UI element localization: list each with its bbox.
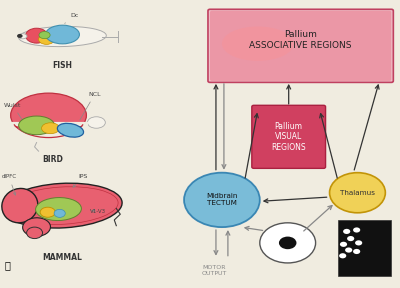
Text: MOTOR
OUTPUT: MOTOR OUTPUT [201, 265, 227, 276]
Ellipse shape [26, 28, 48, 43]
Ellipse shape [11, 93, 86, 138]
Ellipse shape [222, 26, 294, 61]
Ellipse shape [3, 183, 122, 228]
Circle shape [330, 173, 385, 213]
Text: MAMMAL: MAMMAL [42, 253, 82, 262]
FancyBboxPatch shape [252, 105, 326, 168]
Text: Wulst: Wulst [4, 103, 23, 121]
Text: Thalamus: Thalamus [340, 190, 375, 196]
FancyBboxPatch shape [208, 9, 393, 82]
Ellipse shape [27, 227, 42, 238]
Ellipse shape [39, 31, 50, 39]
Ellipse shape [19, 116, 54, 135]
Circle shape [17, 34, 23, 38]
Text: Pallium
ASSOCIATIVE REGIONS: Pallium ASSOCIATIVE REGIONS [249, 30, 352, 50]
Ellipse shape [87, 117, 105, 128]
FancyBboxPatch shape [338, 220, 391, 276]
Circle shape [353, 249, 360, 254]
Circle shape [339, 253, 346, 258]
Ellipse shape [19, 26, 106, 47]
Circle shape [343, 229, 350, 234]
Circle shape [353, 228, 360, 233]
Ellipse shape [7, 187, 118, 225]
Text: FISH: FISH [52, 61, 72, 70]
Circle shape [340, 242, 347, 247]
Circle shape [355, 240, 362, 245]
Ellipse shape [57, 123, 84, 137]
Ellipse shape [42, 123, 60, 134]
Text: V1-V3: V1-V3 [90, 209, 106, 214]
Circle shape [184, 173, 260, 227]
Text: BIRD: BIRD [42, 156, 63, 164]
Text: 🐒: 🐒 [5, 260, 10, 270]
Circle shape [260, 223, 316, 263]
Text: NCL: NCL [80, 92, 101, 120]
Ellipse shape [18, 34, 27, 39]
Circle shape [345, 247, 352, 253]
Text: Pallium
VISUAL
REGIONS: Pallium VISUAL REGIONS [271, 122, 306, 152]
Circle shape [54, 209, 65, 217]
FancyBboxPatch shape [210, 11, 391, 81]
Circle shape [347, 236, 354, 241]
Ellipse shape [36, 198, 81, 221]
Ellipse shape [46, 25, 80, 44]
Text: Dc: Dc [65, 14, 79, 23]
Ellipse shape [23, 218, 50, 236]
FancyBboxPatch shape [11, 128, 86, 157]
Text: Midbrain
TECTUM: Midbrain TECTUM [206, 193, 238, 206]
Ellipse shape [38, 34, 54, 44]
Ellipse shape [40, 207, 55, 217]
Text: dlPFC: dlPFC [2, 175, 17, 195]
Ellipse shape [2, 188, 38, 223]
Circle shape [279, 236, 296, 249]
Text: IPS: IPS [73, 175, 88, 187]
